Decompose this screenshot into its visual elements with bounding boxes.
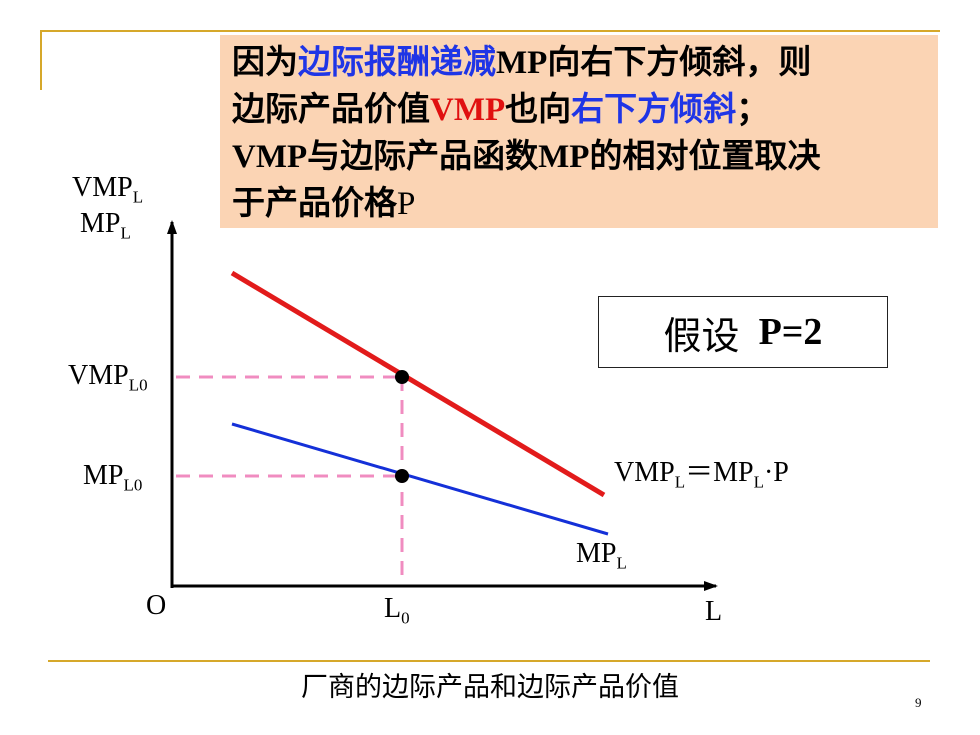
x-tick-l0: L0 — [384, 593, 410, 628]
callout-line-3: VMP与边际产品函数MP的相对位置取决 — [232, 133, 926, 180]
callout-text: ； — [736, 89, 770, 128]
mp-curve-label: MPL — [576, 538, 627, 573]
callout-text: 边际产品价值 — [232, 89, 430, 128]
y-tick-vmp-l0: VMPL0 — [68, 360, 148, 395]
y-tick-mp-l0: MPL0 — [83, 460, 143, 495]
vmp-formula-label: VMPL＝MPL·P — [614, 457, 789, 492]
assumption-value: P=2 — [758, 311, 823, 353]
callout-text: 与边际产品函数 — [307, 136, 539, 175]
x-axis-label: L — [705, 596, 723, 627]
callout-highlight: VMP — [430, 92, 506, 128]
y-axis-label-mp: MPL — [80, 208, 131, 243]
top-rule — [40, 30, 940, 32]
callout-text: VMP — [232, 139, 308, 175]
callout-text: 的相对位置取决 — [589, 136, 821, 175]
page-number: 9 — [915, 695, 922, 710]
vmp-curve — [230, 270, 606, 498]
callout-text: 也向 — [505, 89, 572, 128]
mp-curve — [231, 422, 609, 536]
callout-line-2: 边际产品价值VMP也向右下方倾斜； — [232, 86, 926, 133]
callout-line-4: 于产品价格P — [232, 180, 926, 227]
callout-text: MP — [538, 139, 590, 175]
assumption-word: 假设 — [663, 313, 740, 358]
y-axis-label-vmp: VMPL — [72, 172, 144, 207]
callout-text: 因为 — [232, 42, 298, 81]
callout-text: P — [397, 186, 416, 222]
figure-caption: 厂商的边际产品和边际产品价值 — [301, 672, 679, 703]
origin-label: O — [146, 590, 167, 621]
vmp-point — [395, 370, 409, 384]
callout-text: MP — [496, 45, 548, 81]
callout-highlight: 边际报酬递减 — [298, 42, 496, 81]
bottom-rule — [48, 660, 930, 662]
explanation-callout: 因为边际报酬递减MP向右下方倾斜，则 边际产品价值VMP也向右下方倾斜； VMP… — [220, 35, 938, 228]
callout-text: 向右下方倾斜，则 — [547, 42, 812, 81]
callout-text: 于产品价格 — [232, 183, 397, 222]
callout-highlight: 右下方倾斜 — [571, 89, 737, 128]
assumption-box: 假设 P=2 — [598, 296, 888, 368]
callout-line-1: 因为边际报酬递减MP向右下方倾斜，则 — [232, 39, 926, 86]
mp-point — [395, 469, 409, 483]
left-rule — [40, 30, 42, 90]
